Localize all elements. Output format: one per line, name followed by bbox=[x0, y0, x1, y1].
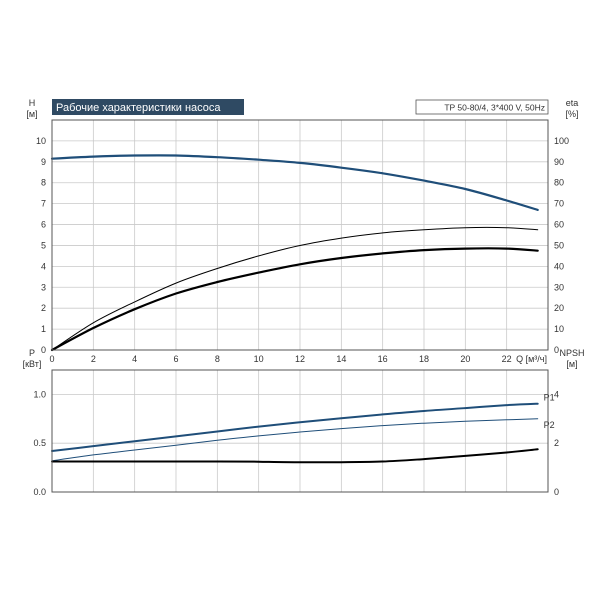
y-tick-label-left: 0.0 bbox=[33, 487, 46, 497]
y-tick-label-left: 4 bbox=[41, 261, 46, 271]
y-tick-label-left: 9 bbox=[41, 157, 46, 167]
bottom-series-line-1 bbox=[51, 418, 539, 462]
y-tick-label-right: 80 bbox=[554, 178, 564, 188]
y-tick-label-left: 1.0 bbox=[33, 389, 46, 399]
y-tick-label-left: 3 bbox=[41, 282, 46, 292]
x-tick-label: 2 bbox=[91, 354, 96, 364]
y-tick-label-right: 2 bbox=[554, 438, 559, 448]
bottom-y-axis-title-left: P bbox=[29, 348, 35, 358]
top-series-line-0 bbox=[50, 154, 539, 211]
y-tick-label-right: 4 bbox=[554, 389, 559, 399]
top-series-line-1 bbox=[51, 226, 539, 351]
top-grid bbox=[52, 120, 548, 350]
x-tick-label: 0 bbox=[49, 354, 54, 364]
y-tick-label-right: 0 bbox=[554, 345, 559, 355]
y-tick-label-left: 0 bbox=[41, 345, 46, 355]
x-tick-label: 16 bbox=[378, 354, 388, 364]
top-y-axis-title-left: H bbox=[29, 98, 36, 108]
top-y-axis-title-right-unit: [%] bbox=[565, 109, 578, 119]
bottom-tick-labels: 0.0 0.5 1.0 0 2 4 bbox=[33, 389, 559, 497]
y-tick-label-left: 8 bbox=[41, 178, 46, 188]
x-tick-label: 18 bbox=[419, 354, 429, 364]
bottom-y-axis-title-right: NPSH bbox=[559, 348, 584, 358]
y-tick-label-left: 10 bbox=[36, 136, 46, 146]
y-tick-label-right: 50 bbox=[554, 240, 564, 250]
y-tick-label-right: 100 bbox=[554, 136, 569, 146]
x-tick-label: 20 bbox=[460, 354, 470, 364]
series-label-p1: P1 bbox=[544, 393, 555, 403]
y-tick-label-right: 30 bbox=[554, 282, 564, 292]
model-label: TP 50-80/4, 3*400 V, 50Hz bbox=[444, 103, 545, 113]
chart-title: Рабочие характеристики насоса bbox=[56, 102, 221, 114]
top-y-axis-title-right: eta bbox=[566, 98, 579, 108]
y-tick-label-left: 1 bbox=[41, 324, 46, 334]
y-tick-label-right: 20 bbox=[554, 303, 564, 313]
top-plot-frame bbox=[51, 119, 549, 351]
bottom-grid bbox=[52, 370, 548, 492]
bottom-series-line-2 bbox=[51, 448, 539, 464]
y-tick-label-left: 2 bbox=[41, 303, 46, 313]
top-axis-labels: H[м] eta[%] Q [м³/ч] bbox=[26, 98, 578, 364]
top-series-line-2 bbox=[50, 247, 539, 352]
top-series bbox=[50, 154, 539, 352]
y-tick-label-right: 60 bbox=[554, 220, 564, 230]
x-tick-label: 4 bbox=[132, 354, 137, 364]
y-tick-label-right: 0 bbox=[554, 487, 559, 497]
title-box bbox=[52, 99, 244, 115]
top-tick-labels: 0 2 4 6 8 10 12 14 16 18 20 22012345678910010203040… bbox=[36, 136, 569, 364]
bottom-y-axis-title-right-unit: [м] bbox=[566, 359, 577, 369]
bottom-y-axis-title-left-unit: [кВт] bbox=[23, 359, 42, 369]
x-tick-label: 6 bbox=[173, 354, 178, 364]
top-y-axis-title-left-unit: [м] bbox=[26, 109, 37, 119]
bottom-series: P1 P2 bbox=[51, 393, 555, 464]
x-tick-label: 14 bbox=[336, 354, 346, 364]
y-tick-label-right: 70 bbox=[554, 199, 564, 209]
y-tick-label-right: 10 bbox=[554, 324, 564, 334]
y-tick-label-left: 0.5 bbox=[33, 438, 46, 448]
x-tick-label: 10 bbox=[254, 354, 264, 364]
y-tick-label-right: 40 bbox=[554, 261, 564, 271]
series-label-p2: P2 bbox=[544, 420, 555, 430]
x-tick-label: 8 bbox=[215, 354, 220, 364]
y-tick-label-right: 90 bbox=[554, 157, 564, 167]
bottom-plot-frame bbox=[51, 369, 549, 493]
bottom-series-line-0 bbox=[51, 402, 539, 452]
bottom-axis-labels: P[кВт] NPSH[м] bbox=[23, 348, 585, 369]
x-tick-label: 12 bbox=[295, 354, 305, 364]
model-box bbox=[415, 99, 549, 115]
y-tick-label-left: 6 bbox=[41, 220, 46, 230]
x-tick-label: 22 bbox=[502, 354, 512, 364]
x-axis-title: Q [м³/ч] bbox=[516, 354, 547, 364]
y-tick-label-left: 7 bbox=[41, 199, 46, 209]
y-tick-label-left: 5 bbox=[41, 240, 46, 250]
